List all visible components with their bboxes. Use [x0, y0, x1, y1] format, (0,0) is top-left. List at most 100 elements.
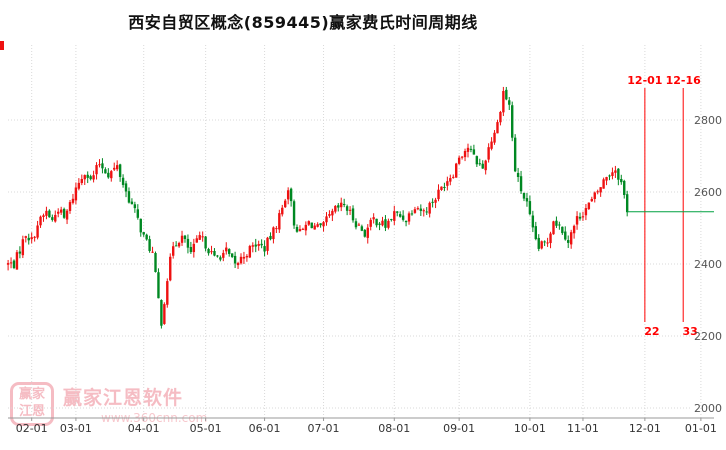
x-axis-label: 12-01 — [629, 422, 661, 435]
candle-body — [611, 172, 614, 176]
candle-body — [602, 179, 605, 189]
candle-body — [127, 191, 131, 203]
watermark-name: 赢家江恩软件 — [63, 387, 184, 409]
candle-body — [295, 226, 299, 232]
candle-body — [484, 160, 487, 171]
candle-body — [6, 263, 10, 265]
candle-body — [21, 239, 25, 256]
candle-body — [416, 208, 420, 210]
x-axis-label: 03-01 — [60, 422, 92, 435]
candle-body — [449, 178, 452, 182]
candle-body — [564, 231, 567, 240]
candle-body — [160, 300, 163, 326]
candle-body — [422, 210, 425, 212]
candle-body — [487, 147, 490, 160]
candle-body — [59, 209, 63, 213]
candle-body — [230, 253, 234, 257]
candle-body — [225, 247, 228, 252]
candle-body — [284, 200, 287, 208]
candle-body — [92, 175, 95, 180]
candle-body — [15, 252, 19, 270]
candle-body — [419, 208, 423, 211]
candle-body — [440, 186, 443, 190]
candle-body — [207, 249, 210, 254]
candle-body — [342, 204, 346, 206]
candle-body — [304, 224, 308, 231]
candle-body — [68, 202, 72, 211]
candle-body — [401, 215, 405, 220]
candle-body — [587, 202, 591, 209]
candle-body — [136, 209, 140, 218]
candle-body — [481, 163, 484, 169]
candle-body — [183, 235, 187, 240]
candle-body — [378, 223, 381, 225]
candle-body — [74, 187, 78, 201]
candle-body — [384, 219, 387, 228]
candle-body — [266, 237, 269, 251]
candle-body — [145, 234, 148, 240]
candle-body — [337, 205, 340, 208]
candle-body — [398, 214, 402, 217]
y-axis-label: 2000 — [694, 402, 722, 415]
candle-body — [505, 89, 508, 100]
candle-body — [157, 272, 160, 299]
candle-body — [30, 237, 33, 240]
candle-body — [9, 262, 13, 264]
candle-body — [89, 176, 92, 180]
y-axis-label: 2600 — [694, 186, 722, 199]
axes — [0, 41, 714, 421]
candle-body — [511, 105, 514, 138]
candle-body — [39, 216, 42, 226]
candles — [6, 86, 629, 329]
candle-body — [118, 164, 122, 177]
candle-body — [228, 249, 231, 254]
candle-body — [345, 206, 349, 211]
candle-body — [567, 240, 570, 243]
overlays: 12-01 22 12-16 33 — [627, 74, 714, 338]
candle-body — [446, 181, 449, 186]
candle-body — [292, 201, 296, 226]
candle-body — [192, 243, 196, 253]
candle-body — [549, 233, 552, 244]
candle-body — [452, 176, 455, 178]
candle-body — [281, 207, 284, 215]
candle-body — [36, 225, 39, 238]
candle-body — [460, 156, 464, 158]
candle-body — [316, 224, 319, 227]
candle-body — [263, 246, 266, 252]
candle-body — [546, 242, 549, 244]
x-axis-label: 06-01 — [249, 422, 281, 435]
y-axis-label: 2200 — [694, 330, 722, 343]
candle-body — [581, 216, 585, 218]
candle-body — [434, 199, 437, 203]
candle-body — [275, 228, 278, 230]
candle-body — [201, 236, 204, 238]
candle-body — [210, 251, 213, 253]
candle-body — [95, 165, 98, 175]
candle-body — [625, 194, 629, 213]
candle-body — [614, 170, 617, 173]
candle-body — [307, 221, 310, 225]
candle-body — [608, 175, 611, 177]
candle-body — [27, 237, 30, 241]
candle-body — [83, 175, 86, 180]
candle-body — [189, 247, 193, 253]
candle-body — [531, 215, 535, 228]
candle-body — [272, 227, 275, 240]
candle-body — [508, 100, 511, 105]
candle-body — [387, 220, 390, 228]
candle-body — [166, 281, 169, 305]
candle-body — [428, 202, 431, 214]
candle-body — [596, 191, 599, 193]
candle-body — [51, 217, 54, 220]
candle-body — [437, 189, 440, 200]
x-axis-label: 04-01 — [128, 422, 160, 435]
candle-body — [180, 235, 184, 243]
candle-body — [124, 183, 128, 192]
candle-body — [86, 174, 89, 178]
candle-body — [599, 187, 602, 193]
candle-body — [561, 226, 564, 234]
candle-body — [257, 244, 260, 246]
